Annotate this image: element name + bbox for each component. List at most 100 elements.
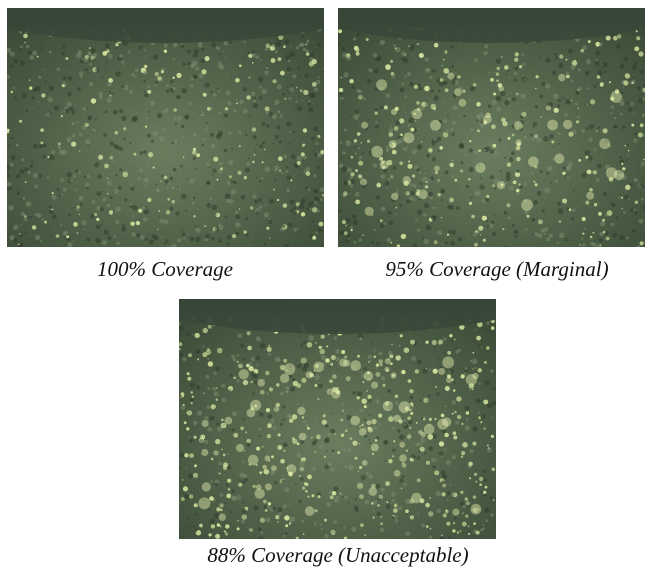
speckle — [80, 76, 83, 79]
speckle — [382, 110, 384, 112]
speckle — [177, 238, 181, 242]
speckle — [363, 97, 366, 100]
speckle — [236, 102, 238, 104]
speckle — [318, 76, 320, 78]
speckle — [155, 84, 158, 87]
speckle — [455, 72, 457, 74]
speckle — [490, 513, 493, 516]
speckle — [244, 57, 246, 59]
speckle — [610, 112, 612, 114]
speckle — [192, 396, 194, 398]
speckle — [189, 494, 193, 498]
speckle — [253, 135, 257, 139]
speckle — [353, 220, 358, 225]
speckle — [434, 240, 438, 244]
speckle — [243, 418, 246, 421]
speckle — [97, 174, 102, 179]
bright-patch — [514, 121, 523, 130]
speckle — [276, 38, 278, 40]
speckle — [184, 114, 189, 119]
speckle — [490, 78, 494, 82]
speckle — [220, 526, 222, 528]
speckle — [301, 212, 305, 216]
speckle — [334, 336, 337, 339]
speckle — [466, 418, 469, 421]
bright-patch — [225, 417, 233, 425]
speckle — [486, 321, 489, 324]
speckle — [232, 489, 235, 492]
speckle — [143, 90, 145, 92]
speckle — [297, 161, 301, 165]
speckle — [385, 441, 388, 444]
speckle — [56, 234, 60, 238]
speckle — [286, 167, 288, 169]
speckle — [314, 375, 319, 380]
speckle — [466, 108, 468, 110]
speckle — [634, 146, 635, 147]
speckle — [254, 200, 258, 204]
speckle — [211, 91, 213, 93]
speckle — [603, 192, 607, 196]
speckle — [340, 97, 343, 100]
speckle — [380, 219, 383, 222]
speckle — [380, 516, 382, 518]
speckle — [461, 423, 463, 425]
speckle — [575, 60, 576, 61]
speckle — [282, 170, 283, 171]
speckle — [40, 240, 42, 242]
speckle — [484, 428, 486, 430]
speckle — [40, 47, 42, 49]
speckle — [331, 530, 336, 535]
speckle — [588, 138, 592, 142]
speckle — [76, 109, 78, 111]
speckle — [190, 383, 195, 388]
speckle — [231, 148, 233, 150]
speckle — [415, 219, 417, 221]
speckle — [260, 343, 266, 349]
speckle — [227, 235, 231, 239]
speckle — [462, 89, 466, 93]
speckle — [293, 211, 297, 215]
speckle — [453, 105, 458, 110]
speckle — [422, 177, 428, 183]
speckle — [425, 503, 430, 508]
speckle — [293, 381, 298, 386]
speckle — [286, 122, 291, 127]
speckle — [174, 140, 177, 143]
speckle — [238, 364, 243, 369]
speckle — [598, 71, 603, 76]
speckle — [329, 380, 332, 383]
speckle — [143, 71, 147, 75]
speckle — [277, 84, 282, 89]
speckle — [213, 93, 217, 97]
speckle — [357, 355, 360, 358]
speckle — [150, 101, 155, 106]
speckle — [394, 504, 398, 508]
speckle — [639, 219, 644, 224]
speckle — [207, 348, 210, 351]
bright-patch — [394, 415, 401, 422]
speckle — [79, 72, 84, 77]
bright-patch — [369, 487, 378, 496]
bright-patch — [300, 467, 304, 471]
bright-patch — [380, 160, 389, 169]
speckle — [341, 77, 343, 79]
speckle — [412, 149, 417, 154]
speckle — [42, 155, 46, 159]
speckle — [404, 420, 405, 421]
speckle — [307, 496, 309, 498]
speckle — [61, 115, 63, 117]
speckle — [204, 225, 206, 227]
speckle — [492, 100, 497, 105]
speckle — [264, 149, 266, 151]
speckle — [434, 418, 436, 420]
speckle — [71, 142, 76, 147]
speckle — [144, 65, 147, 68]
speckle — [416, 443, 420, 447]
speckle — [290, 46, 292, 48]
speckle — [579, 244, 580, 245]
speckle — [280, 440, 282, 442]
speckle — [355, 153, 358, 156]
speckle — [33, 173, 38, 178]
speckle — [491, 326, 495, 330]
